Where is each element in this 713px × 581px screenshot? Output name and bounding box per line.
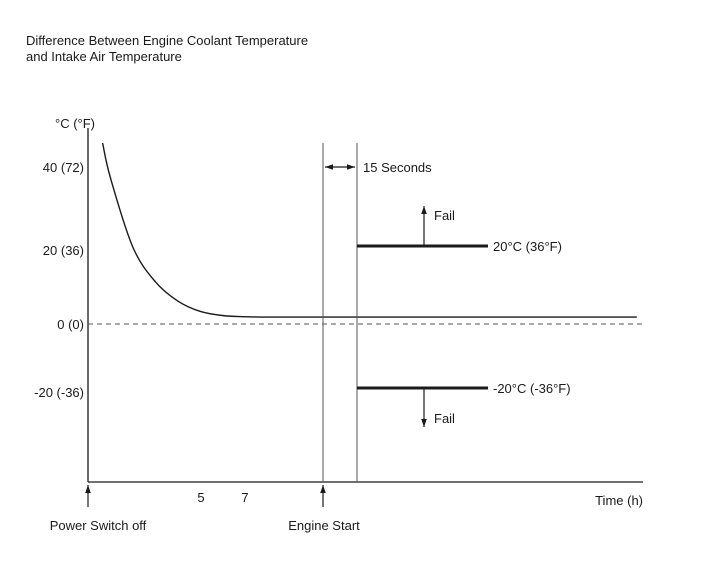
- engine-start-label: Engine Start: [288, 518, 360, 533]
- chart-title: Difference Between Engine Coolant Temper…: [26, 33, 308, 65]
- lower-fail-label: Fail: [434, 411, 455, 426]
- interval-label: 15 Seconds: [363, 160, 432, 175]
- x-axis-label: Time (h): [595, 493, 643, 508]
- y-tick-label-0: 0 (0): [57, 317, 84, 332]
- chart-title-line-2: and Intake Air Temperature: [26, 49, 182, 64]
- lower-threshold-label: -20°C (-36°F): [493, 381, 571, 396]
- upper-threshold-label: 20°C (36°F): [493, 239, 562, 254]
- y-axis-label: °C (°F): [55, 116, 95, 131]
- y-tick-label-minus-20: -20 (-36): [34, 385, 84, 400]
- power-switch-off-label: Power Switch off: [50, 518, 147, 533]
- x-tick-label-5: 5: [197, 490, 204, 505]
- chart-title-line-1: Difference Between Engine Coolant Temper…: [26, 33, 309, 48]
- x-tick-label-7: 7: [241, 490, 248, 505]
- upper-fail-label: Fail: [434, 208, 455, 223]
- y-tick-label-20: 20 (36): [43, 243, 84, 258]
- y-tick-label-40: 40 (72): [43, 160, 84, 175]
- temperature-difference-curve: [101, 142, 637, 318]
